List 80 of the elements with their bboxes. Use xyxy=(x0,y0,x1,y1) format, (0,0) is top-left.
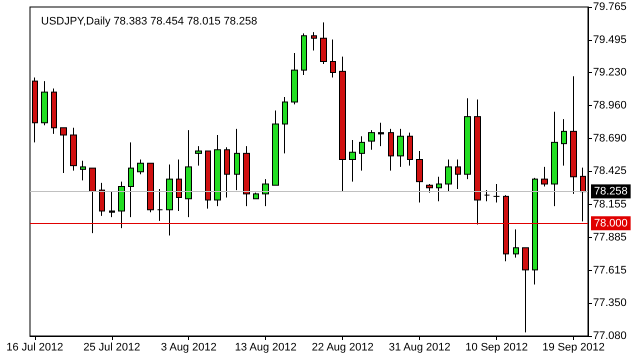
candlestick xyxy=(464,98,471,180)
candlestick xyxy=(311,32,317,51)
candlestick xyxy=(224,146,230,198)
candlestick xyxy=(60,127,67,174)
candlestick xyxy=(368,130,375,150)
candlestick xyxy=(561,118,567,166)
y-tick-label: 79.230 xyxy=(593,66,627,79)
candlestick xyxy=(388,128,394,172)
candlestick xyxy=(262,178,269,207)
x-tick-label: 22 Aug 2012 xyxy=(312,342,374,354)
candlestick xyxy=(570,76,577,194)
candlestick xyxy=(157,188,163,222)
x-tick-label: 31 Aug 2012 xyxy=(388,342,451,354)
candlestick xyxy=(513,228,519,258)
candlestick xyxy=(301,32,307,76)
y-tick-label: 78.690 xyxy=(593,132,627,145)
candlestick xyxy=(80,160,86,181)
y-tick-label: 77.885 xyxy=(593,231,627,244)
candlestick xyxy=(147,162,154,213)
x-tick-label: 13 Aug 2012 xyxy=(234,342,297,354)
y-tick-label: 78.155 xyxy=(593,198,627,210)
candlestick xyxy=(282,96,288,154)
y-tick-label: 79.495 xyxy=(593,34,627,46)
text: USDJPY,Daily 78.383 78.454 78.015 78.258 xyxy=(41,16,258,28)
candlestick xyxy=(551,111,558,207)
y-tick-label: 78.960 xyxy=(593,100,627,112)
candlestick xyxy=(330,38,336,78)
candlestick xyxy=(359,136,365,172)
candlestick xyxy=(99,182,105,216)
candlestick xyxy=(320,22,327,64)
ref-line-label: 78.000 xyxy=(594,217,628,230)
candlestick xyxy=(214,134,221,207)
candlestick xyxy=(474,99,481,225)
candlestick xyxy=(541,166,548,188)
candlestick xyxy=(522,247,529,333)
y-tick-label: 79.765 xyxy=(593,1,627,13)
candlestick xyxy=(185,130,192,218)
candlestick xyxy=(272,110,279,186)
candlestick xyxy=(378,122,384,147)
candlestick xyxy=(243,146,250,207)
candlestick xyxy=(580,167,586,222)
candlestick xyxy=(41,80,48,126)
candlestick xyxy=(532,177,538,286)
candlestick xyxy=(455,159,461,190)
candlestick xyxy=(484,190,490,202)
candlestick xyxy=(176,159,182,212)
candlestick xyxy=(253,192,259,200)
x-tick-label: 16 Jul 2012 xyxy=(6,342,64,354)
x-tick-label: 3 Aug 2012 xyxy=(160,342,217,354)
candlestick xyxy=(407,132,413,166)
x-tick-label: 10 Sep 2012 xyxy=(465,342,528,354)
y-tick-label: 77.615 xyxy=(593,264,627,276)
candlestick xyxy=(493,184,500,203)
candlestick xyxy=(205,150,211,210)
y-tick-label: 77.350 xyxy=(593,296,627,309)
candlestick xyxy=(291,52,298,105)
candlestick xyxy=(195,146,202,166)
y-tick-label: 77.080 xyxy=(593,330,627,342)
candlestick xyxy=(503,194,509,262)
candlestick xyxy=(339,56,346,192)
candlestick xyxy=(445,159,452,192)
candlestick xyxy=(70,127,77,172)
candlestick xyxy=(32,76,38,143)
candlestick xyxy=(397,128,404,168)
candlestick xyxy=(436,176,442,202)
candlestick xyxy=(416,150,423,203)
candlestick xyxy=(51,88,57,134)
x-tick-label: 19 Sep 2012 xyxy=(542,342,605,354)
y-tick-label: 78.425 xyxy=(593,165,627,178)
candlestick xyxy=(109,190,115,218)
candlestick xyxy=(128,142,134,218)
candlestick xyxy=(89,168,96,234)
candlestick xyxy=(234,128,240,191)
candlestick xyxy=(118,181,125,229)
x-tick-label: 25 Jul 2012 xyxy=(83,342,140,354)
ref-line-label: 78.258 xyxy=(594,185,628,198)
candlestick xyxy=(426,184,433,194)
candlestick xyxy=(166,164,173,236)
candlestick xyxy=(137,159,144,175)
candlestick xyxy=(349,139,356,182)
